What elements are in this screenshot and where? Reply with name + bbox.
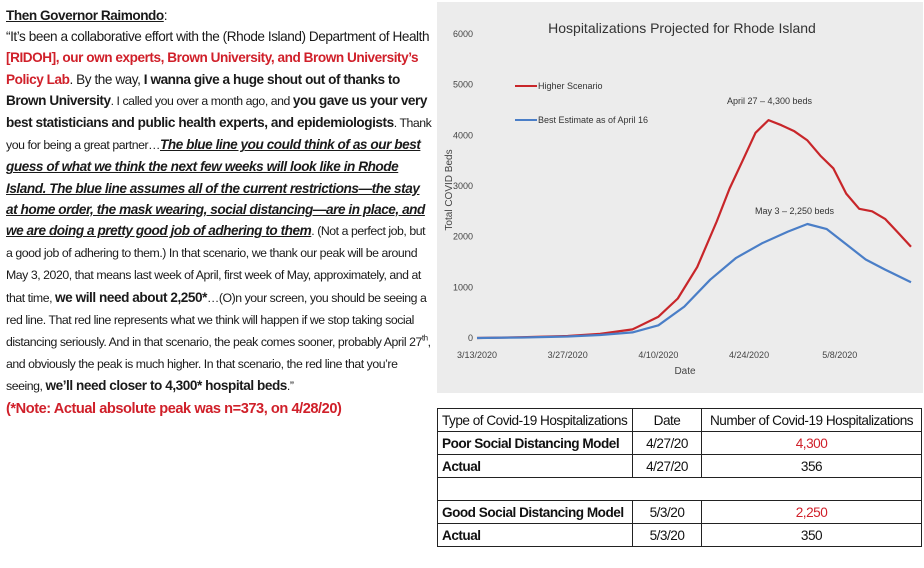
peak-annotation: May 3 – 2,250 beds (755, 206, 835, 216)
actual-peak-note: (*Note: Actual absolute peak was n=373, … (6, 400, 342, 417)
chart-legend: Higher Scenario Best Estimate as of April… (515, 81, 648, 125)
peak-annotation: April 27 – 4,300 beds (727, 96, 813, 106)
table-row: Good Social Distancing Model 5/3/20 2,25… (437, 500, 922, 524)
y-tick-label: 6000 (453, 29, 473, 39)
row-number: 4,300 (701, 431, 922, 455)
row-date: 4/27/20 (632, 454, 702, 478)
series-lines (476, 118, 912, 340)
quote-part-7: . Thank you for being a great partner… (6, 116, 432, 153)
row-number: 2,250 (701, 500, 922, 524)
table-header-row: Type of Covid-19 Hospitalizations Date N… (437, 408, 922, 432)
y-tick-label: 2000 (453, 232, 473, 242)
y-axis-label: Total COVID Beds (444, 149, 455, 230)
y-tick-label: 1000 (453, 282, 473, 292)
legend-label: Best Estimate as of April 16 (538, 115, 648, 125)
row-date: 5/3/20 (632, 523, 702, 547)
y-tick-label: 3000 (453, 181, 473, 191)
quote-part-11: …(O)n your screen, you should be seeing … (6, 290, 427, 350)
y-tick-label: 5000 (453, 80, 473, 90)
y-tick-label: 4000 (453, 130, 473, 140)
row-type: Actual (437, 523, 633, 547)
header-date: Date (632, 408, 702, 432)
projection-chart-panel: Hospitalizations Projected for Rhode Isl… (437, 2, 923, 393)
row-number: 350 (701, 523, 922, 547)
quote-part-5: . I called you over a month ago, and (110, 93, 293, 108)
quote-part-3: . By the way, (69, 71, 144, 87)
quote-heading: Then Governor Raimondo (6, 8, 164, 23)
header-number: Number of Covid-19 Hospitalizations (701, 408, 922, 432)
legend-label: Higher Scenario (538, 81, 603, 91)
x-axis-label: Date (674, 366, 696, 377)
quote-part-4-bold: I wanna give a huge shout out of thanks … (6, 71, 400, 108)
heading-colon: : (163, 8, 168, 23)
spacer-cell (437, 477, 922, 501)
quote-part-10-bold: we will need about 2,250* (55, 289, 207, 305)
quote-part-2-red: [RIDOH], our own experts, Brown Universi… (6, 50, 419, 87)
higher-scenario-line (476, 118, 912, 340)
quote-part-14: .” (286, 379, 294, 394)
quote-part-9: . (Not a perfect job, but a good job of … (6, 224, 426, 305)
row-type: Actual (437, 454, 633, 478)
y-tick-label: 0 (468, 333, 473, 343)
row-date: 4/27/20 (632, 431, 702, 455)
quote-text-block: Then Governor Raimondo: “It’s been a col… (6, 5, 432, 420)
row-number: 356 (701, 454, 922, 478)
quote-part-8-emphasis: The blue line you could think of as our … (6, 137, 425, 239)
best-estimate-line (476, 222, 912, 340)
table-spacer-row (437, 477, 922, 501)
row-date: 5/3/20 (632, 500, 702, 524)
quote-part-12: , and obviously the peak is much higher.… (6, 335, 431, 394)
y-axis-ticks: 0 1000 2000 3000 4000 5000 6000 (453, 29, 473, 343)
table-row: Actual 4/27/20 356 (437, 454, 922, 478)
x-tick-label: 4/24/2020 (729, 350, 769, 360)
chart-annotations: April 27 – 4,300 beds May 3 – 2,250 beds (727, 96, 835, 216)
projection-line-chart: Hospitalizations Projected for Rhode Isl… (444, 20, 912, 377)
table-row: Poor Social Distancing Model 4/27/20 4,3… (437, 431, 922, 455)
x-axis-ticks: 3/13/2020 3/27/2020 4/10/2020 4/24/2020 5/8/… (457, 350, 857, 360)
quote-superscript: th (421, 333, 428, 343)
row-type: Good Social Distancing Model (437, 500, 633, 524)
chart-title: Hospitalizations Projected for Rhode Isl… (548, 20, 816, 36)
row-type: Poor Social Distancing Model (437, 431, 633, 455)
x-tick-label: 3/13/2020 (457, 350, 497, 360)
quote-part-6-bold: you gave us your very best statisticians… (6, 92, 427, 131)
quote-part-13-bold: we’ll need closer to 4,300* hospital bed… (45, 378, 287, 394)
x-tick-label: 3/27/2020 (548, 350, 588, 360)
header-type: Type of Covid-19 Hospitalizations (437, 408, 633, 432)
quote-part-1: “It’s been a collaborative effort with t… (6, 29, 430, 45)
table-row: Actual 5/3/20 350 (437, 523, 922, 547)
hospitalizations-table: Type of Covid-19 Hospitalizations Date N… (437, 408, 922, 547)
x-tick-label: 4/10/2020 (638, 350, 678, 360)
x-tick-label: 5/8/2020 (822, 350, 857, 360)
